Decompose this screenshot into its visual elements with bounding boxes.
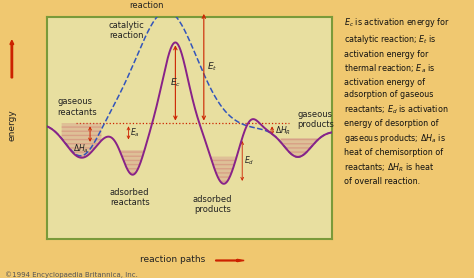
Text: gaseous
reactants: gaseous reactants xyxy=(57,97,97,117)
Text: thermal
reaction: thermal reaction xyxy=(130,0,164,10)
Text: $E_a$: $E_a$ xyxy=(130,127,140,139)
Text: energy: energy xyxy=(8,109,16,141)
Text: $\Delta H_a$: $\Delta H_a$ xyxy=(73,142,89,155)
Text: $E_d$: $E_d$ xyxy=(244,155,254,167)
Text: $E_c$ is activation energy for
catalytic reaction; $E_t$ is
activation energy fo: $E_c$ is activation energy for catalytic… xyxy=(344,16,449,186)
Text: adsorbed
products: adsorbed products xyxy=(192,195,232,214)
Text: $\Delta H_R$: $\Delta H_R$ xyxy=(275,125,291,137)
Text: ©1994 Encyclopaedia Britannica, Inc.: ©1994 Encyclopaedia Britannica, Inc. xyxy=(5,271,137,278)
Text: adsorbed
reactants: adsorbed reactants xyxy=(110,188,150,207)
Text: $E_t$: $E_t$ xyxy=(207,61,218,73)
Text: gaseous
products: gaseous products xyxy=(298,110,335,129)
Text: reaction paths: reaction paths xyxy=(140,255,206,264)
Text: $E_c$: $E_c$ xyxy=(170,77,181,89)
Text: catalytic
reaction: catalytic reaction xyxy=(109,21,144,40)
